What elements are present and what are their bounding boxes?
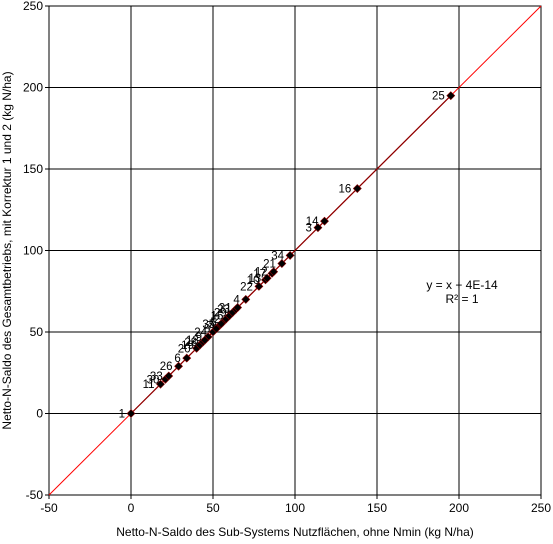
y-axis-label: Netto-N-Saldo des Gesamtbetriebs, mit Ko… <box>0 71 14 429</box>
point-label: 1 <box>119 409 125 421</box>
point-label: 20 <box>178 343 191 355</box>
data-point <box>174 361 183 371</box>
point-label: 31 <box>219 303 232 315</box>
data-points <box>126 91 456 418</box>
x-tick-label: 200 <box>449 501 469 515</box>
point-label: 11 <box>143 379 155 391</box>
trendline-equation: y = x + 4E-14 <box>426 278 498 292</box>
data-point <box>216 319 226 329</box>
data-point <box>313 223 323 233</box>
data-point <box>182 353 192 363</box>
x-tick-label: 100 <box>285 501 305 515</box>
r-squared-label: R² = 1 <box>445 292 478 306</box>
data-point <box>241 294 251 304</box>
point-label: 33 <box>150 371 163 383</box>
data-point <box>156 379 165 389</box>
point-label: 26 <box>160 361 173 373</box>
data-point <box>211 324 221 334</box>
y-tick-label: 0 <box>36 407 43 421</box>
point-label: 8 <box>204 324 210 336</box>
data-point <box>164 371 174 381</box>
point-label: 19 <box>181 340 194 352</box>
x-axis-label: Netto-N-Saldo des Sub-Systems Nutzfläche… <box>116 525 474 539</box>
x-tick-labels: -50 0 50 100 150 200 250 <box>40 501 551 515</box>
y-tick-label: -50 <box>26 488 44 502</box>
point-label: 9 <box>196 332 202 344</box>
y-tick-label: 200 <box>23 81 43 95</box>
point-label: 15 <box>211 311 224 323</box>
x-tick-label: -50 <box>40 501 58 515</box>
point-label: 12 <box>255 267 268 279</box>
data-point <box>320 216 329 226</box>
data-point <box>262 273 272 283</box>
data-point <box>233 303 243 312</box>
point-label: 14 <box>306 216 319 228</box>
y-tick-label: 100 <box>23 244 43 258</box>
point-label: 5 <box>210 317 216 329</box>
point-label: 7 <box>207 320 213 332</box>
point-label: 35 <box>202 319 215 331</box>
point-label: 23 <box>217 304 230 316</box>
point-label: 17 <box>253 268 266 280</box>
data-point <box>352 184 362 193</box>
point-label: 2 <box>214 314 220 326</box>
point-label: 4 <box>233 294 240 306</box>
point-label: 13 <box>248 273 261 285</box>
point-labels: 1113033266209241928185782351529233142210… <box>119 91 445 421</box>
point-label: 34 <box>271 250 284 262</box>
point-label: 6 <box>174 353 180 365</box>
point-label: 21 <box>263 259 276 271</box>
y-tick-label: 150 <box>23 162 43 176</box>
data-point <box>446 91 456 101</box>
y-tick-label: 50 <box>30 325 44 339</box>
point-label: 18 <box>186 335 199 347</box>
point-label: 25 <box>432 91 445 103</box>
data-point <box>254 281 264 291</box>
y-tick-label: 250 <box>23 0 43 13</box>
point-label: 29 <box>214 307 227 319</box>
data-point <box>200 335 210 345</box>
x-tick-label: 0 <box>128 501 135 515</box>
x-tick-label: 250 <box>531 501 551 515</box>
data-point <box>269 267 279 277</box>
point-label: 16 <box>339 184 352 196</box>
point-label: 22 <box>240 281 253 293</box>
y-tick-labels: -50 0 50 100 150 200 250 <box>23 0 43 502</box>
point-label: 3 <box>306 223 312 235</box>
data-point <box>285 250 295 260</box>
x-tick-label: 150 <box>367 501 387 515</box>
point-label: 30 <box>147 374 160 386</box>
plot-frame <box>45 5 542 499</box>
point-label: 10 <box>247 275 260 287</box>
point-label: 24 <box>194 327 207 339</box>
point-label: 28 <box>184 337 197 349</box>
data-point <box>126 409 136 418</box>
x-tick-label: 50 <box>206 501 220 515</box>
data-point <box>277 259 287 268</box>
